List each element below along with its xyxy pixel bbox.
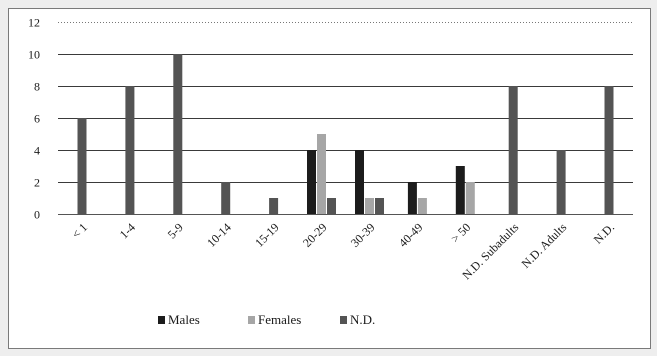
y-tick-label: 6 xyxy=(34,112,40,126)
y-tick-label: 10 xyxy=(28,48,40,62)
bar-nd-0 xyxy=(77,118,87,214)
bar-males-5 xyxy=(307,150,316,214)
gridlines xyxy=(58,22,633,215)
bar-nd-6 xyxy=(375,198,384,214)
y-tick-label: 0 xyxy=(34,208,40,222)
bar-nd-5 xyxy=(327,198,336,214)
y-tick-label: 4 xyxy=(34,144,40,158)
legend: Males Females N.D. xyxy=(158,312,375,327)
y-axis-tick-labels: 0 2 4 6 8 10 12 xyxy=(28,16,40,222)
bar-males-6 xyxy=(355,150,364,214)
legend-label: Females xyxy=(258,312,301,327)
bar-females-8 xyxy=(465,182,475,214)
bar-males-7 xyxy=(407,182,417,214)
bar-nd-9 xyxy=(508,86,518,214)
bar-nd-3 xyxy=(221,182,231,214)
bar-females-6 xyxy=(365,198,374,214)
bar-nd-4 xyxy=(269,198,279,214)
legend-swatch-females xyxy=(248,316,255,324)
bar-nd-2 xyxy=(173,54,183,214)
bar-nd-10 xyxy=(556,150,566,214)
legend-label: N.D. xyxy=(350,312,375,327)
y-tick-label: 8 xyxy=(34,80,40,94)
legend-label: Males xyxy=(168,312,200,327)
y-tick-label: 12 xyxy=(28,16,40,30)
bar-females-5 xyxy=(317,134,326,214)
bar-males-8 xyxy=(455,166,465,214)
bar-nd-1 xyxy=(125,86,135,214)
legend-swatch-males xyxy=(158,316,165,324)
legend-swatch-nd xyxy=(340,316,347,324)
bar-nd-11 xyxy=(604,86,614,214)
y-tick-label: 2 xyxy=(34,176,40,190)
chart-frame xyxy=(8,8,651,349)
bar-females-7 xyxy=(417,198,427,214)
bars xyxy=(77,54,614,214)
